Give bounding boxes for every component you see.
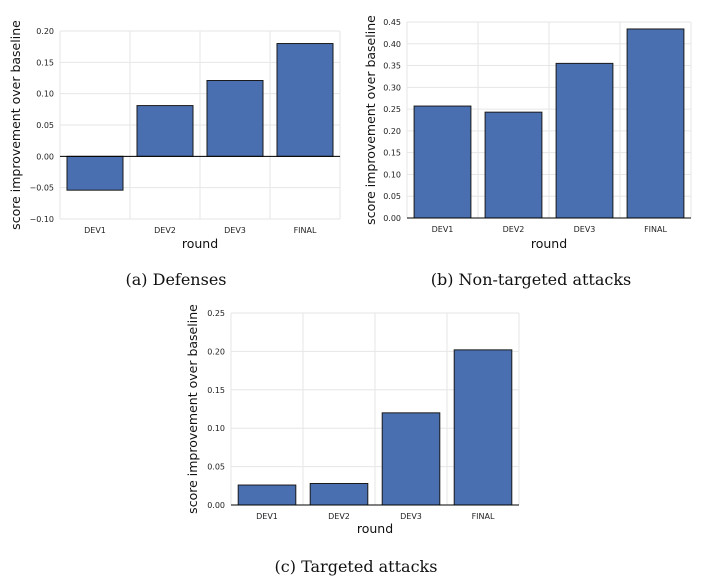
y-tick-label: 0.35 [383,62,401,71]
bar-dev3 [381,412,441,506]
chart-defenses: −0.10 −0.05 0.00 0.05 0.10 0.15 0.20 DEV1 DEV2 DE… [0,18,345,255]
x-axis-label: round [182,236,218,251]
bar-dev2 [136,105,194,157]
y-tick-label: 0.20 [383,127,401,136]
y-tick-label: 0.15 [207,386,225,395]
y-tick-label: 0.25 [207,309,225,318]
bar-dev3 [206,80,264,157]
x-tick-label: FINAL [472,512,495,521]
x-tick-label: DEV2 [154,226,176,235]
bar-dev1 [66,155,124,191]
y-tick-label: 0.05 [207,463,225,472]
caption-non-targeted-attacks: (b) Non-targeted attacks [430,270,632,289]
y-tick-label: 0.10 [383,170,401,179]
x-axis-label: round [531,236,567,251]
x-tick-label: DEV1 [84,226,106,235]
bar-final [276,43,334,157]
bar-final [453,349,513,506]
y-tick-label: 0.00 [383,214,401,223]
y-tick-label: 0.10 [36,90,54,99]
y-tick-label: −0.10 [29,215,54,224]
bar-dev3 [555,62,614,219]
y-tick-label: 0.40 [383,40,401,49]
x-tick-label: DEV3 [224,226,246,235]
x-tick-label: DEV3 [400,512,422,521]
chart-svg-defenses: −0.10 −0.05 0.00 0.05 0.10 0.15 0.20 DEV1 DEV2 DE… [8,20,341,251]
bar-final [626,28,685,219]
x-axis-label: round [357,521,393,536]
caption-targeted-attacks: (c) Targeted attacks [274,557,438,576]
caption-defenses: (a) Defenses [125,270,227,289]
y-tick-label: 0.00 [207,501,225,510]
x-tick-label: DEV3 [574,225,596,234]
bar-dev2 [484,111,543,219]
y-tick-label: 0.10 [207,424,225,433]
y-tick-label: 0.05 [36,121,54,130]
y-tick-label: 0.05 [383,192,401,201]
y-tick-label: −0.05 [29,184,54,193]
bar-dev1 [237,484,297,506]
y-tick-label: 0.25 [383,105,401,114]
x-tick-label: FINAL [644,225,667,234]
x-tick-label: DEV2 [503,225,525,234]
x-tick-label: DEV1 [256,512,278,521]
bar-dev2 [309,482,369,506]
chart-targeted-attacks: 0.00 0.05 0.10 0.15 0.20 0.25 DEV1 DEV2 DEV3 FINA… [180,300,525,540]
chart-non-targeted-attacks: 0.00 0.05 0.10 0.15 0.20 0.25 0.30 0.35 0.40 0.45… [355,10,715,255]
x-tick-label: DEV2 [328,512,350,521]
chart-svg-targeted: 0.00 0.05 0.10 0.15 0.20 0.25 DEV1 DEV2 DEV3 FINA… [185,304,520,536]
y-tick-label: 0.20 [207,347,225,356]
y-tick-label: 0.30 [383,83,401,92]
y-axis-label: score improvement over baseline [185,304,200,514]
y-tick-label: 0.20 [36,27,54,36]
y-tick-label: 0.15 [383,149,401,158]
chart-svg-non-targeted: 0.00 0.05 0.10 0.15 0.20 0.25 0.30 0.35 0.40 0.45… [363,15,692,251]
x-tick-label: DEV1 [432,225,454,234]
bar-dev1 [413,105,472,219]
y-tick-label: 0.00 [36,152,54,161]
y-tick-label: 0.15 [36,58,54,67]
y-axis-label: score improvement over baseline [363,15,378,225]
y-tick-label: 0.45 [383,18,401,27]
x-tick-label: FINAL [294,226,317,235]
y-axis-label: score improvement over baseline [8,20,23,230]
